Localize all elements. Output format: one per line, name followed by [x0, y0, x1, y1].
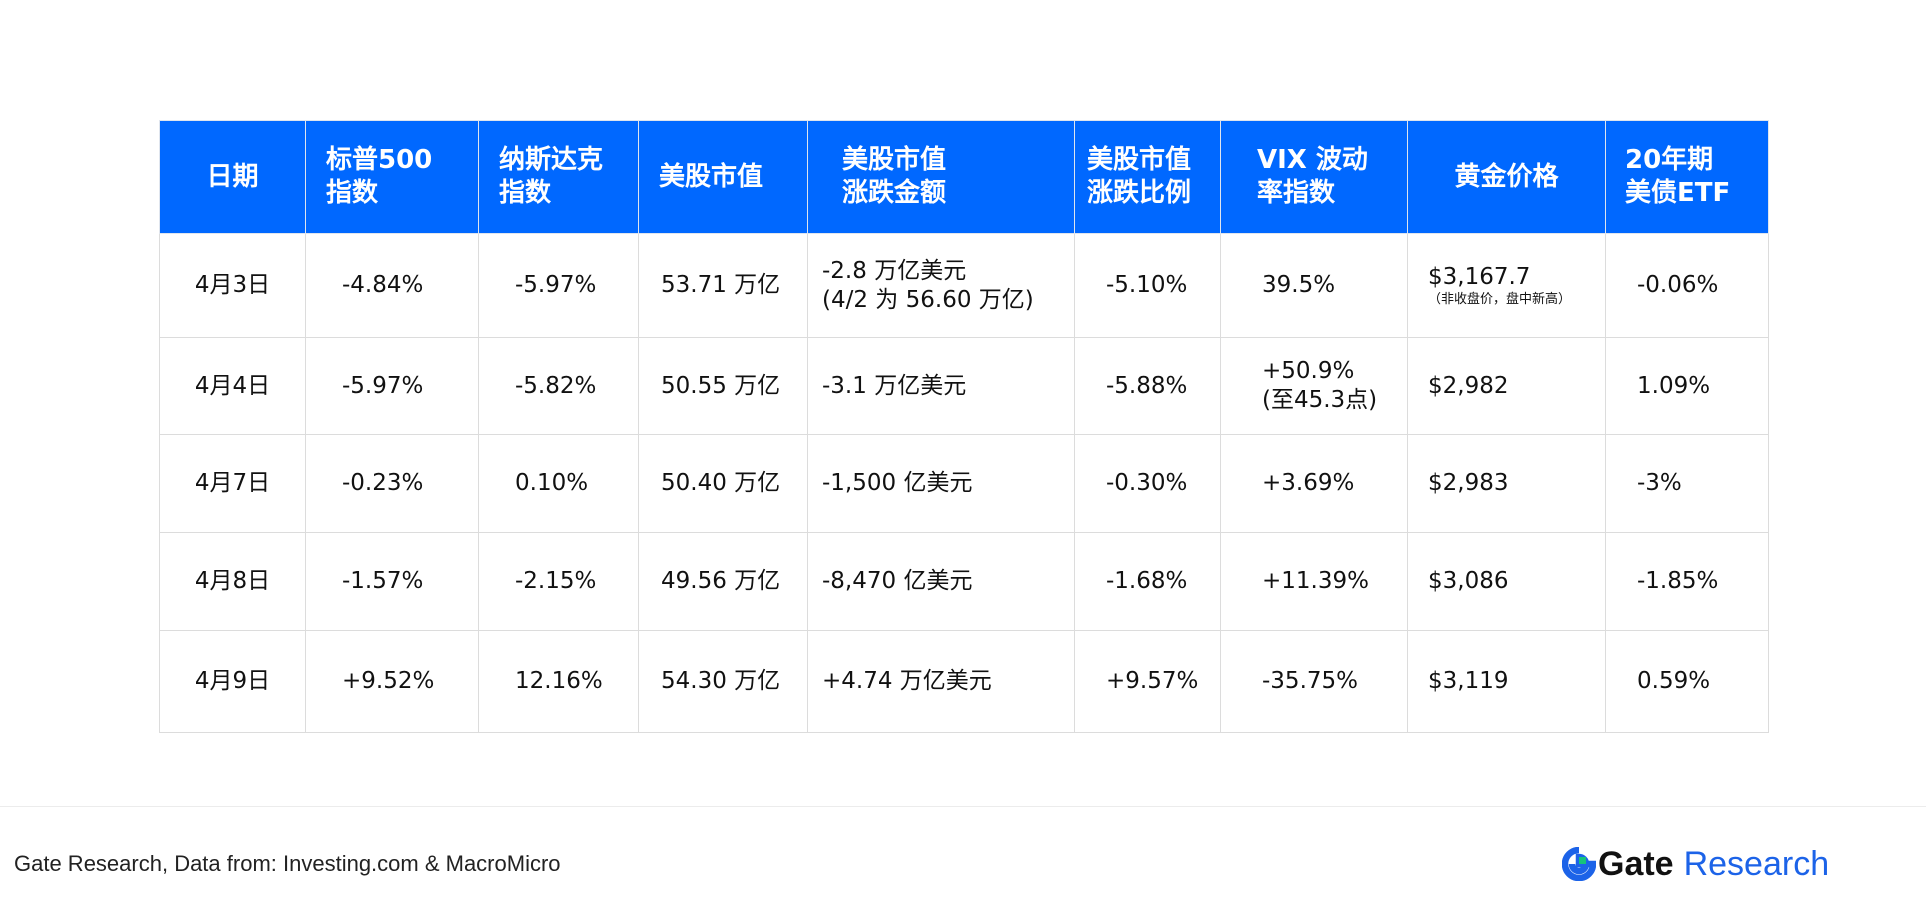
- cell-date: 4月8日: [159, 532, 306, 631]
- cell-cap-change-pct: -1.68%: [1074, 532, 1221, 631]
- gold-price-value: $3,167.7: [1428, 264, 1531, 290]
- column-header: 美股市值: [638, 120, 808, 234]
- cell-sp500: -4.84%: [305, 233, 479, 338]
- column-header: 日期: [159, 120, 306, 234]
- cell-market-cap: 50.40 万亿: [638, 434, 808, 533]
- cell-treasury-etf: -1.85%: [1605, 532, 1769, 631]
- cell-cap-change-amount: -1,500 亿美元: [807, 434, 1075, 533]
- cell-cap-change-amount: -2.8 万亿美元 (4/2 为 56.60 万亿): [807, 233, 1075, 338]
- table-row: 4月7日 -0.23% 0.10% 50.40 万亿 -1,500 亿美元 -0…: [159, 434, 1769, 533]
- cell-gold: $2,982: [1407, 337, 1606, 435]
- cell-market-cap: 53.71 万亿: [638, 233, 808, 338]
- market-data-table: 日期 标普500 指数 纳斯达克 指数 美股市值 美股市值 涨跌金额 美股市值 …: [159, 120, 1769, 733]
- cell-treasury-etf: -3%: [1605, 434, 1769, 533]
- cell-market-cap: 49.56 万亿: [638, 532, 808, 631]
- cell-gold: $2,983: [1407, 434, 1606, 533]
- cell-vix: +11.39%: [1220, 532, 1408, 631]
- cell-nasdaq: 0.10%: [478, 434, 639, 533]
- table-row: 4月9日 +9.52% 12.16% 54.30 万亿 +4.74 万亿美元 +…: [159, 630, 1769, 733]
- cell-date: 4月7日: [159, 434, 306, 533]
- cell-nasdaq: -5.97%: [478, 233, 639, 338]
- cell-cap-change-amount: +4.74 万亿美元: [807, 630, 1075, 733]
- cell-cap-change-amount: -8,470 亿美元: [807, 532, 1075, 631]
- cell-vix: 39.5%: [1220, 233, 1408, 338]
- cell-gold: $3,119: [1407, 630, 1606, 733]
- gate-logo-icon: [1562, 847, 1596, 881]
- source-caption: Gate Research, Data from: Investing.com …: [14, 851, 561, 876]
- footer-divider: [0, 806, 1926, 807]
- cell-cap-change-pct: -5.88%: [1074, 337, 1221, 435]
- cell-gold: $3,086: [1407, 532, 1606, 631]
- table-row: 4月4日 -5.97% -5.82% 50.55 万亿 -3.1 万亿美元 -5…: [159, 337, 1769, 435]
- column-header: 标普500 指数: [305, 120, 479, 234]
- cell-cap-change-pct: -0.30%: [1074, 434, 1221, 533]
- cell-market-cap: 54.30 万亿: [638, 630, 808, 733]
- column-header: 黄金价格: [1407, 120, 1606, 234]
- table-header-row: 日期 标普500 指数 纳斯达克 指数 美股市值 美股市值 涨跌金额 美股市值 …: [159, 120, 1769, 234]
- cell-nasdaq: 12.16%: [478, 630, 639, 733]
- cell-sp500: +9.52%: [305, 630, 479, 733]
- cell-sp500: -5.97%: [305, 337, 479, 435]
- cell-vix: -35.75%: [1220, 630, 1408, 733]
- cell-market-cap: 50.55 万亿: [638, 337, 808, 435]
- column-header: 20年期 美债ETF: [1605, 120, 1769, 234]
- cell-cap-change-amount: -3.1 万亿美元: [807, 337, 1075, 435]
- cell-cap-change-pct: -5.10%: [1074, 233, 1221, 338]
- cell-vix: +3.69%: [1220, 434, 1408, 533]
- cell-treasury-etf: -0.06%: [1605, 233, 1769, 338]
- brand-research-text: Research: [1683, 845, 1830, 883]
- data-table-container: 日期 标普500 指数 纳斯达克 指数 美股市值 美股市值 涨跌金额 美股市值 …: [159, 120, 1769, 733]
- table-row: 4月8日 -1.57% -2.15% 49.56 万亿 -8,470 亿美元 -…: [159, 532, 1769, 631]
- table-row: 4月3日 -4.84% -5.97% 53.71 万亿 -2.8 万亿美元 (4…: [159, 233, 1769, 338]
- column-header: 美股市值 涨跌金额: [807, 120, 1075, 234]
- cell-treasury-etf: 0.59%: [1605, 630, 1769, 733]
- cell-nasdaq: -2.15%: [478, 532, 639, 631]
- brand-gate-text: Gate: [1598, 845, 1674, 883]
- cell-date: 4月4日: [159, 337, 306, 435]
- cell-vix: +50.9% (至45.3点): [1220, 337, 1408, 435]
- gold-price-note: （非收盘价，盘中新高）: [1428, 292, 1572, 307]
- cell-nasdaq: -5.82%: [478, 337, 639, 435]
- brand-logo: Gate Research: [1562, 842, 1829, 886]
- cell-sp500: -0.23%: [305, 434, 479, 533]
- cell-date: 4月9日: [159, 630, 306, 733]
- cell-cap-change-pct: +9.57%: [1074, 630, 1221, 733]
- cell-gold: $3,167.7 （非收盘价，盘中新高）: [1407, 233, 1606, 338]
- cell-treasury-etf: 1.09%: [1605, 337, 1769, 435]
- column-header: 美股市值 涨跌比例: [1074, 120, 1221, 234]
- cell-date: 4月3日: [159, 233, 306, 338]
- column-header: 纳斯达克 指数: [478, 120, 639, 234]
- cell-sp500: -1.57%: [305, 532, 479, 631]
- column-header: VIX 波动 率指数: [1220, 120, 1408, 234]
